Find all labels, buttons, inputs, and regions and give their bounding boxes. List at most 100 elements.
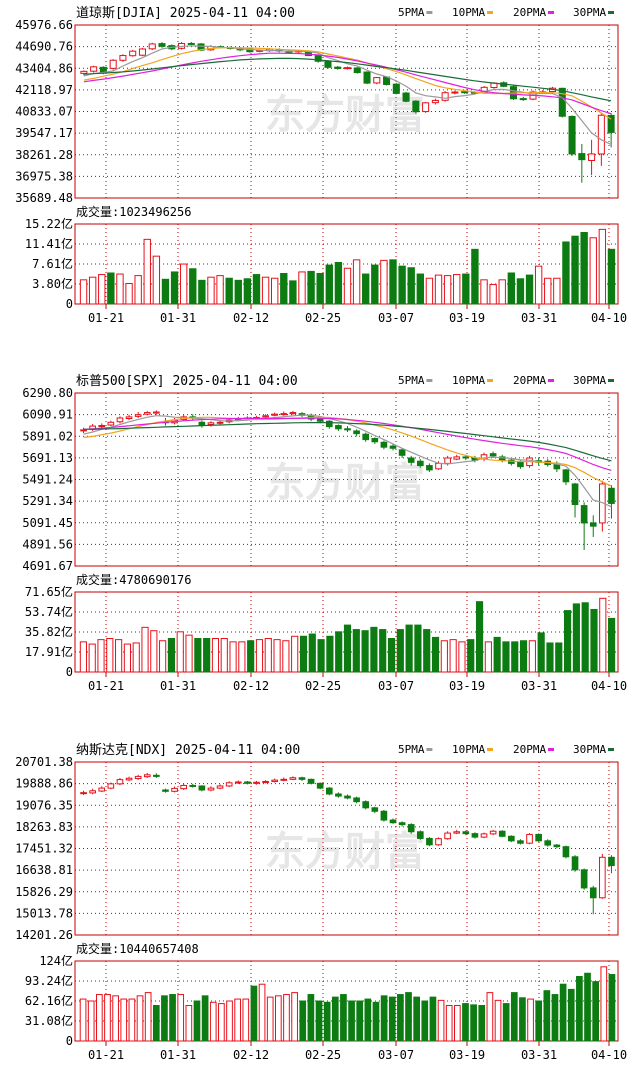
volume-bar [525, 274, 534, 305]
volume-bar [398, 265, 406, 305]
legend-label: 5PMA [398, 6, 425, 19]
candle-body [580, 869, 588, 889]
price-tick-label: 4691.67 [22, 559, 73, 573]
volume-bar [380, 259, 388, 305]
candle-body [562, 846, 570, 858]
volume-bar [247, 640, 255, 673]
candle-body [416, 460, 424, 467]
volume-bar [440, 640, 448, 673]
candle-body [517, 840, 524, 844]
volume-bar [243, 278, 252, 305]
legend-label: 20PMA [513, 374, 546, 387]
legend-label: 10PMA [452, 743, 485, 756]
x-tick-label: 04-10 [591, 1048, 627, 1062]
volume-bar [95, 994, 103, 1042]
price-frame [74, 24, 619, 199]
legend-swatch [548, 11, 554, 14]
volume-bar [478, 1005, 486, 1042]
volume-bar [348, 1000, 355, 1042]
candle-body [107, 421, 115, 426]
candle-body [325, 787, 333, 795]
x-tick-label: 01-31 [160, 311, 196, 325]
candle-body [371, 807, 379, 812]
volume-bar [216, 275, 224, 305]
candle-body [453, 831, 461, 834]
price-frame [74, 761, 619, 936]
legend-label: 30PMA [573, 6, 606, 19]
volume-bar [298, 271, 306, 305]
volume-bar [443, 275, 452, 305]
x-tick-label: 01-21 [88, 1048, 124, 1062]
volume-bar [335, 631, 343, 673]
legend-label: 30PMA [573, 743, 606, 756]
volume-bar [218, 1003, 225, 1042]
candle-body [580, 505, 588, 524]
candle-body [544, 840, 552, 846]
price-tick-label: 42118.97 [15, 83, 73, 97]
candle-body [607, 114, 615, 133]
candle-body [171, 787, 178, 792]
candle-body [189, 784, 197, 787]
candle-body [119, 55, 127, 61]
volume-tick-label: 53.74亿 [25, 604, 73, 619]
volume-bar [179, 263, 188, 305]
chart-title: 标普500[SPX] 2025-04-11 04:00 [76, 374, 298, 389]
volume-bar [571, 235, 579, 305]
x-tick-label: 03-07 [378, 679, 414, 693]
volume-bar [380, 995, 388, 1042]
volume-bar [152, 255, 161, 305]
price-tick-label: 15013.78 [15, 906, 73, 920]
volume-bar [271, 277, 279, 305]
candle-body [109, 59, 117, 69]
volume-tick-label: 124亿 [39, 953, 73, 968]
candle-body [571, 856, 579, 871]
volume-bar [167, 638, 176, 673]
x-tick-label: 02-12 [233, 679, 269, 693]
price-tick-label: 44690.76 [15, 40, 73, 54]
candle-body [353, 430, 360, 435]
candle-body [362, 433, 370, 441]
volume-bar [79, 279, 88, 305]
candle-body [363, 71, 371, 84]
volume-bar [471, 248, 479, 305]
volume-bar [502, 1003, 510, 1042]
volume-bar [120, 998, 128, 1042]
candle-body [289, 412, 297, 415]
volume-bar [608, 617, 616, 673]
volume-bar [273, 639, 281, 673]
candle-body [187, 42, 195, 45]
candle-body [562, 469, 570, 483]
legend-swatch [608, 379, 614, 382]
volume-bar [136, 995, 144, 1042]
volume-bar [252, 274, 261, 305]
x-tick-label: 03-19 [449, 679, 485, 693]
volume-bar [519, 997, 526, 1042]
candle-body [344, 428, 351, 431]
legend-label: 10PMA [452, 374, 485, 387]
candle-body [519, 98, 527, 101]
x-tick-label: 01-31 [160, 1048, 196, 1062]
volume-bar [211, 638, 220, 673]
volume-bar [537, 632, 545, 673]
volume-bar [169, 994, 176, 1042]
volume-bar [567, 988, 575, 1042]
volume-bar [289, 280, 297, 305]
volume-bar [421, 1000, 429, 1042]
candle-body [373, 77, 381, 84]
candle-body [335, 425, 342, 430]
x-tick-label: 03-31 [521, 679, 557, 693]
volume-bar [462, 1003, 469, 1042]
volume-bar [413, 996, 421, 1042]
volume-bar [207, 276, 215, 305]
candle-body [262, 415, 269, 418]
candle-body [107, 783, 115, 789]
candle-body [207, 787, 215, 791]
volume-bar [266, 996, 274, 1042]
candle-body [207, 422, 215, 425]
legend-swatch [608, 748, 614, 751]
volume-bar [589, 237, 597, 305]
volume-bar [104, 994, 111, 1042]
legend-swatch [426, 748, 433, 751]
volume-bar [79, 998, 87, 1042]
price-tick-label: 19076.35 [15, 798, 73, 812]
